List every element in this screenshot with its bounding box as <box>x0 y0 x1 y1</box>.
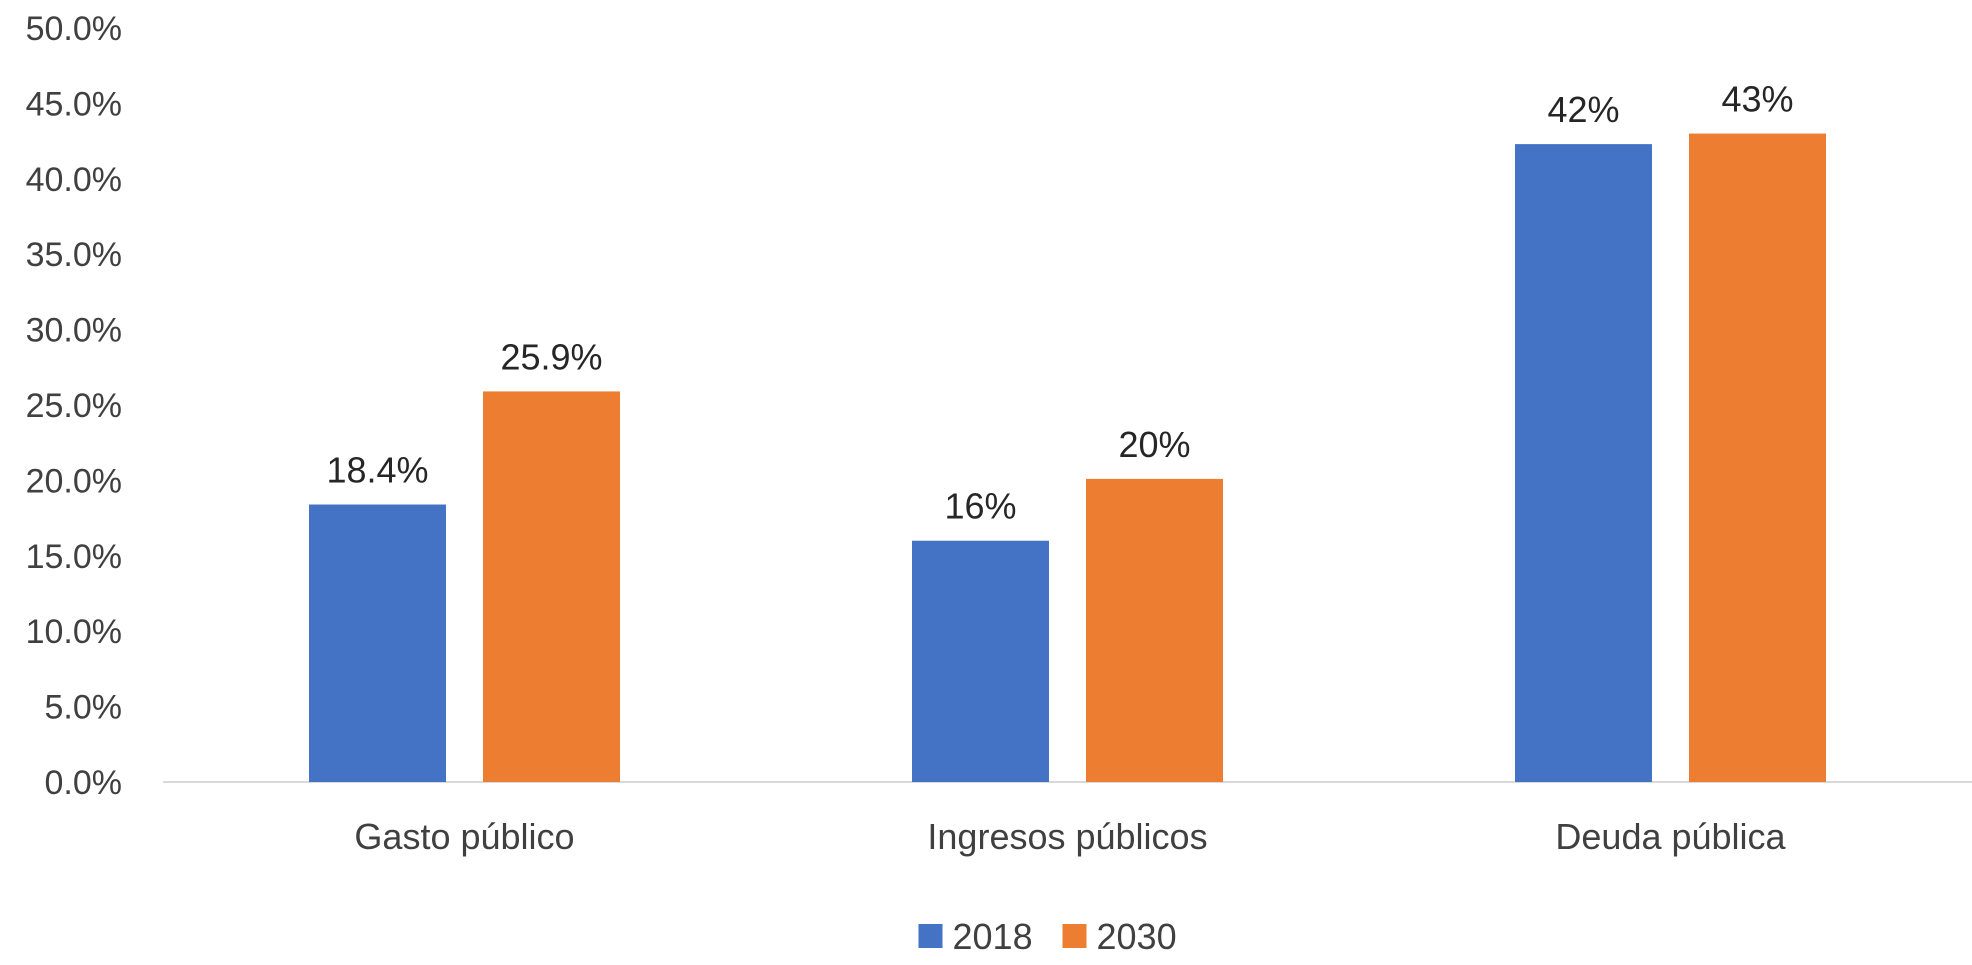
data-label-2018-2: 16% <box>944 486 1016 527</box>
data-label-2030-3: 43% <box>1721 79 1793 120</box>
bars <box>309 133 1826 783</box>
y-tick-label: 40.0% <box>26 161 122 199</box>
x-category-label: Deuda pública <box>1555 816 1786 857</box>
legend-swatch-2030 <box>1062 924 1087 948</box>
legend-label-2018: 2018 <box>953 916 1033 957</box>
bar-2018-1 <box>309 504 446 782</box>
y-tick-label: 30.0% <box>26 312 122 350</box>
y-tick-label: 0.0% <box>45 764 123 802</box>
legend: 2018 2030 <box>918 916 1177 957</box>
legend-swatch-2018 <box>918 924 943 948</box>
y-tick-label: 5.0% <box>45 689 123 727</box>
data-label-2030-2: 20% <box>1118 424 1190 465</box>
bar-2030-2 <box>1086 478 1223 782</box>
x-category-label: Gasto público <box>354 816 574 857</box>
y-tick-label: 45.0% <box>26 85 122 123</box>
legend-label-2030: 2030 <box>1097 916 1177 957</box>
y-tick-label: 35.0% <box>26 236 122 274</box>
y-tick-label: 15.0% <box>26 538 122 576</box>
y-tick-label: 20.0% <box>26 462 122 500</box>
y-tick-label: 25.0% <box>26 387 122 425</box>
bar-2018-2 <box>912 540 1049 782</box>
data-label-2018-3: 42% <box>1547 89 1619 130</box>
bar-2030-1 <box>483 391 620 782</box>
y-tick-label: 50.0% <box>26 10 122 48</box>
y-axis: 0.0% 5.0% 10.0% 15.0% 20.0% 25.0% 30.0% 35.0% 40… <box>26 10 122 802</box>
bar-2030-3 <box>1689 133 1826 782</box>
data-labels: 18.4% 25.9% 16% 20% 42% 43% <box>326 79 1793 527</box>
x-axis: Gasto público Ingresos públicos Deuda públ… <box>354 816 1786 857</box>
bar-2018-3 <box>1515 144 1652 783</box>
y-tick-label: 10.0% <box>26 613 122 651</box>
data-label-2018-1: 18.4% <box>326 450 428 491</box>
data-label-2030-1: 25.9% <box>500 336 602 377</box>
x-category-label: Ingresos públicos <box>927 816 1207 857</box>
